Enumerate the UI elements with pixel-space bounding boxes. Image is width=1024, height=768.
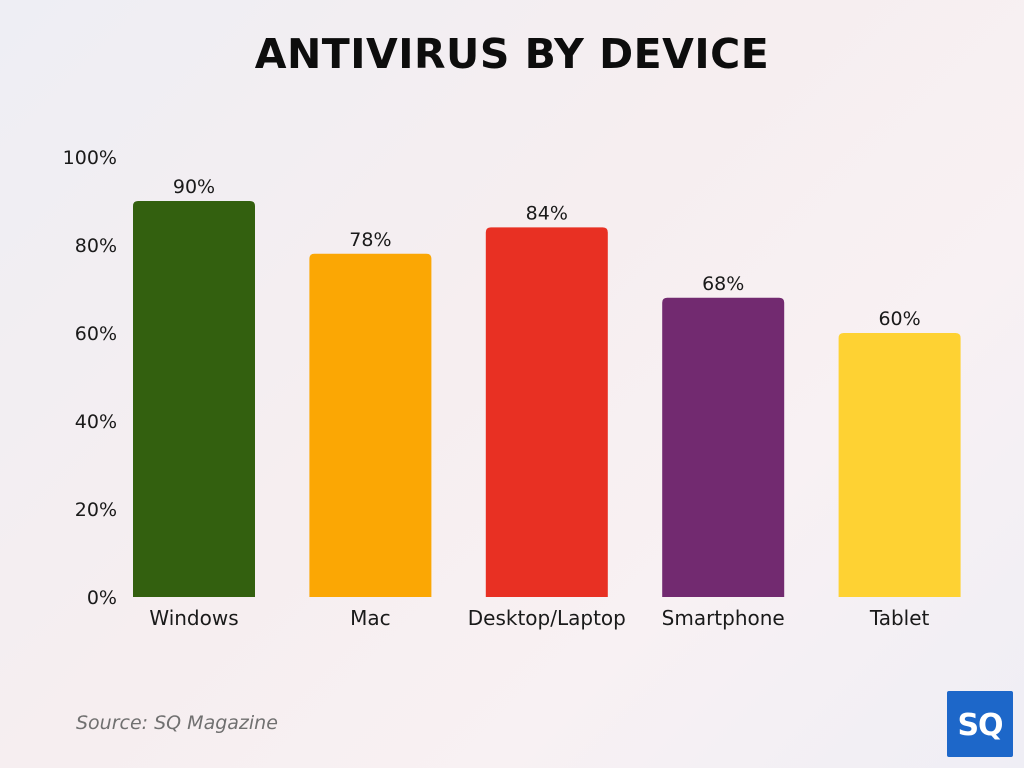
bar-desktop-laptop bbox=[485, 227, 608, 597]
x-tick-label: Smartphone bbox=[662, 606, 785, 630]
bar-smartphone bbox=[662, 297, 785, 597]
y-tick-label: 40% bbox=[75, 411, 117, 433]
y-tick-label: 20% bbox=[75, 499, 117, 521]
bars bbox=[133, 201, 961, 598]
chart-title: ANTIVIRUS BY DEVICE bbox=[254, 30, 770, 78]
svg-text:SQ: SQ bbox=[957, 708, 1002, 743]
x-tick-label: Mac bbox=[350, 606, 391, 630]
bar-windows bbox=[133, 201, 255, 597]
bar-value-label: 90% bbox=[173, 176, 215, 198]
bar-value-label: 60% bbox=[878, 308, 920, 330]
x-tick-label: Windows bbox=[149, 606, 238, 630]
x-tick-label: Desktop/Laptop bbox=[468, 606, 626, 630]
y-axis: 0% 20% 40% 60% 80% 100% bbox=[63, 147, 117, 609]
y-tick-label: 0% bbox=[87, 587, 117, 609]
bar-tablet bbox=[838, 333, 961, 597]
x-tick-label: Tablet bbox=[869, 606, 930, 630]
bar-value-label: 78% bbox=[349, 229, 391, 251]
sq-magazine-logo: SQ bbox=[947, 691, 1013, 757]
bar-mac bbox=[309, 253, 432, 598]
sq-logo-mark: SQ bbox=[957, 708, 1003, 743]
x-axis: Windows Mac Desktop/Laptop Smartphone Tablet bbox=[149, 606, 929, 630]
y-tick-label: 80% bbox=[75, 235, 117, 257]
y-tick-label: 60% bbox=[75, 323, 117, 345]
source-note: Source: SQ Magazine bbox=[76, 712, 278, 734]
value-labels: 90% 78% 84% 68% 60% bbox=[173, 176, 921, 330]
bar-value-label: 68% bbox=[702, 273, 744, 295]
bar-value-label: 84% bbox=[526, 202, 568, 224]
y-tick-label: 100% bbox=[63, 147, 117, 169]
